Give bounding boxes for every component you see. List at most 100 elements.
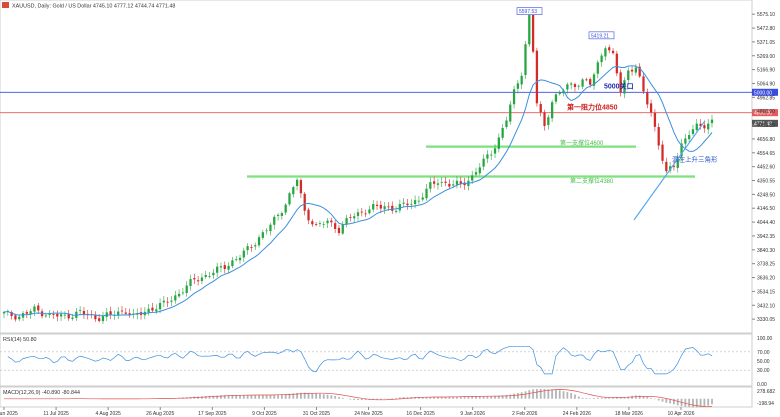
candle-body xyxy=(429,182,432,189)
candle-body xyxy=(505,120,508,127)
price-tick-label: 5064.90 xyxy=(757,81,775,87)
candle-body xyxy=(94,315,97,320)
candle-body xyxy=(684,138,687,144)
price-tick-label: 4044.40 xyxy=(757,220,775,226)
candle-body xyxy=(611,50,615,54)
price-tick-label: 4146.50 xyxy=(757,206,775,212)
candle-body xyxy=(158,303,162,310)
price-tick-label: 5269.00 xyxy=(757,54,775,60)
candle-body xyxy=(29,311,32,315)
candle-body xyxy=(615,53,618,74)
candle-body xyxy=(649,103,653,113)
candle-body xyxy=(311,221,314,225)
candle-body xyxy=(284,204,287,213)
price-tick-label: 3636.20 xyxy=(757,276,775,282)
candle-body xyxy=(216,266,219,273)
candle-body xyxy=(326,220,329,224)
candle-body xyxy=(155,309,158,312)
candle-body xyxy=(413,200,417,205)
candle-body xyxy=(185,285,188,293)
candle-body xyxy=(314,224,318,226)
candle-body xyxy=(204,274,207,277)
candle-body xyxy=(448,183,451,187)
candle-body xyxy=(425,188,428,199)
macd-indicator: 278.682 -198.94 xyxy=(4,388,775,408)
candle-body xyxy=(117,311,120,316)
candle-body xyxy=(566,84,569,90)
candle-body xyxy=(672,165,676,167)
candle-body xyxy=(554,94,558,102)
candle-body xyxy=(299,180,303,194)
level-label: 第一阻力位4850 xyxy=(567,103,618,112)
candle-body xyxy=(394,210,398,212)
candle-body xyxy=(124,312,127,314)
candle-body xyxy=(14,315,17,320)
price-tick-label: 3840.30 xyxy=(757,248,775,254)
rsi-tick-label: 30.00 xyxy=(757,368,770,374)
candle-body xyxy=(334,223,337,229)
candle-body xyxy=(562,90,565,94)
candle-body xyxy=(265,230,268,232)
candle-body xyxy=(680,143,683,157)
candle-body xyxy=(589,79,592,85)
time-tick-label: 9 Oct 2025 xyxy=(252,411,277,417)
candle-body xyxy=(604,48,607,57)
candle-body xyxy=(634,67,638,73)
candle-body xyxy=(307,209,310,221)
macd-tick-label: 278.682 xyxy=(757,389,775,395)
rsi-panel xyxy=(0,333,753,387)
price-tick-label: 4860.90 xyxy=(757,109,775,115)
candle-body xyxy=(181,292,185,294)
candle-body xyxy=(174,295,177,301)
candle-body xyxy=(417,200,421,202)
candle-body xyxy=(292,187,295,195)
candle-body xyxy=(254,245,257,247)
candle-body xyxy=(642,76,645,92)
level-price-tag-text: 5000.00 xyxy=(754,90,772,96)
candle-body xyxy=(341,224,344,234)
candle-body xyxy=(120,310,124,312)
candle-body xyxy=(227,265,230,270)
candle-body xyxy=(71,317,74,319)
candle-body xyxy=(303,193,306,211)
candle-body xyxy=(235,259,238,261)
time-tick-label: 10 Apr 2026 xyxy=(668,411,695,417)
candle-body xyxy=(623,80,626,94)
candle-body xyxy=(570,83,573,85)
candle-body xyxy=(208,276,211,277)
candle-body xyxy=(67,313,70,319)
candle-body xyxy=(539,104,542,113)
level-label: 第一支撑位4600 xyxy=(560,139,604,147)
candle-body xyxy=(63,314,67,316)
price-tick-label: 5575.10 xyxy=(757,12,775,18)
macd-label: MACD(12,26,9) -40.890 -80.844 xyxy=(3,390,80,396)
candle-body xyxy=(349,217,352,218)
level-label: 第二支撑位4380 xyxy=(570,177,614,185)
candle-body xyxy=(196,280,200,282)
candle-body xyxy=(608,47,611,51)
candle-body xyxy=(257,237,261,246)
candle-body xyxy=(280,213,284,216)
candle-body xyxy=(238,257,242,261)
candle-body xyxy=(383,206,386,210)
candle-body xyxy=(387,206,390,208)
candle-body xyxy=(493,148,497,154)
candle-body xyxy=(432,181,436,184)
time-tick-label: 4 Aug 2025 xyxy=(95,411,121,417)
candle-body xyxy=(703,125,706,129)
candle-body xyxy=(577,85,580,87)
candle-body xyxy=(710,119,714,124)
chart-info-header: XAUUSD, Daily: Gold / US Dollar 4745.10 … xyxy=(12,4,175,10)
candle-body xyxy=(581,79,584,87)
candle-body xyxy=(421,197,424,200)
candle-body xyxy=(406,203,409,206)
candle-body xyxy=(695,123,698,131)
candle-body xyxy=(676,157,679,168)
candle-body xyxy=(661,144,664,161)
candle-body xyxy=(600,55,603,63)
candle-body xyxy=(410,203,413,205)
candle-body xyxy=(372,204,375,210)
rsi-tick-label: 70.00 xyxy=(757,350,770,356)
candle-body xyxy=(528,13,531,45)
